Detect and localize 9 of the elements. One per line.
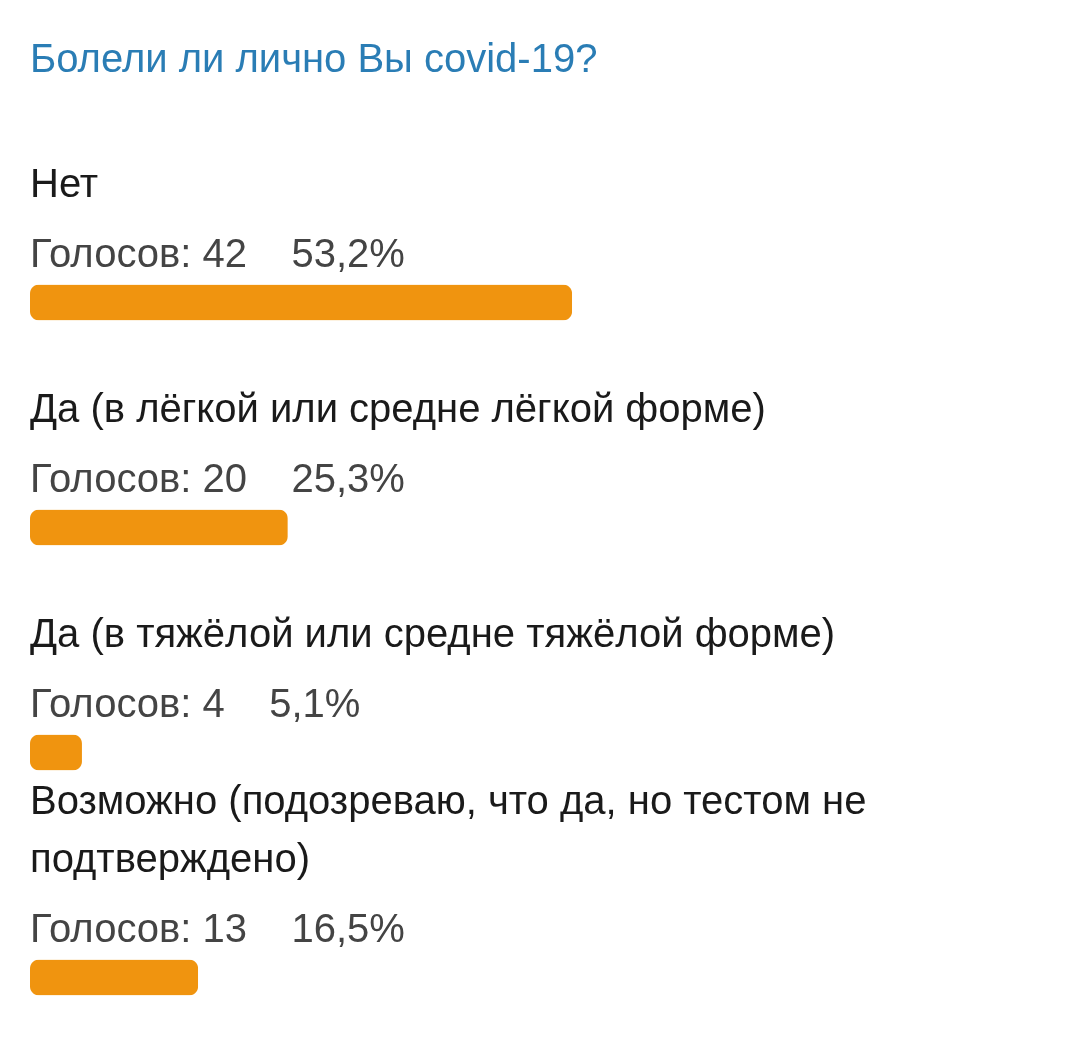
data-label: Голосов: 42 53,2%: [30, 230, 405, 275]
data-label: Голосов: 13 16,5%: [30, 905, 405, 950]
chart-title: Болели ли лично Вы covid-19?: [30, 36, 598, 80]
y-tick-label: Нет: [30, 160, 99, 205]
y-tick-label: Возможно (подозреваю, что да, но тестом не подтверждено): [30, 777, 867, 880]
data-label: Голосов: 4 5,1%: [30, 680, 361, 725]
y-tick-label: Да (в тяжёлой или средне тяжёлой форме): [30, 610, 836, 655]
data-label: Голосов: 20 25,3%: [30, 455, 405, 500]
y-tick-label: Да (в лёгкой или средне лёгкой форме): [30, 385, 766, 430]
